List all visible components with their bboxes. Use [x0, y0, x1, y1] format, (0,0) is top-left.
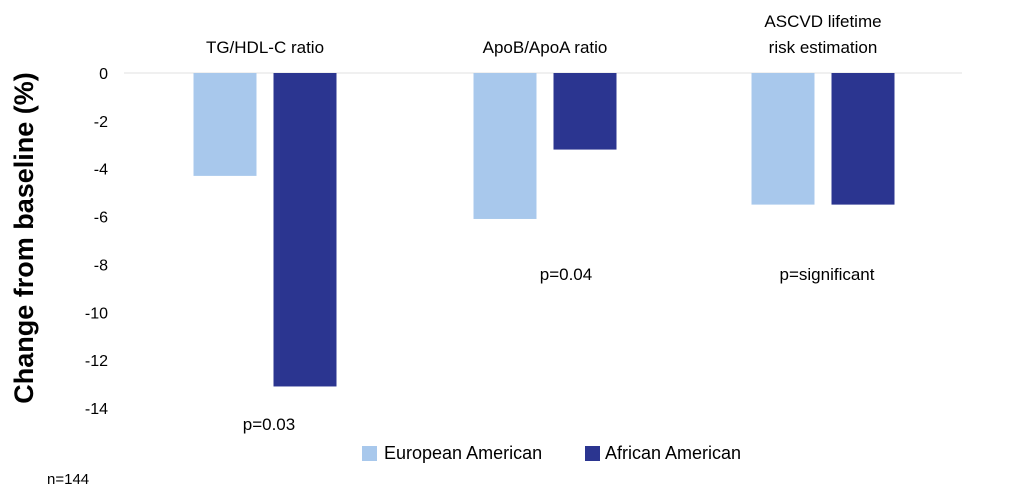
y-tick-label: 0 [99, 66, 108, 83]
y-axis-label: Change from baseline (%) [9, 72, 39, 404]
y-tick-label: -4 [94, 162, 108, 179]
category-label: TG/HDL-C ratio [206, 38, 324, 57]
bar [553, 73, 617, 150]
bar [273, 73, 337, 387]
annotations: p=0.03 p=0.04 p=significant [243, 265, 875, 434]
y-tick-label: -12 [85, 353, 108, 370]
bar [473, 73, 537, 219]
legend-label-african-american: African American [605, 443, 741, 463]
category-label: ASCVD lifetime [764, 12, 881, 31]
p-value-annotation: p=0.04 [540, 265, 592, 284]
legend-label-european-american: European American [384, 443, 542, 463]
p-value-annotation: p=significant [780, 265, 875, 284]
p-value-annotation: p=0.03 [243, 415, 295, 434]
category-label: ApoB/ApoA ratio [483, 38, 608, 57]
bar [751, 73, 815, 205]
bar [831, 73, 895, 205]
y-tick-label: -6 [94, 210, 108, 227]
bar [193, 73, 257, 176]
legend-swatch-african-american [585, 446, 600, 461]
bars [193, 73, 895, 387]
legend: European American African American [362, 443, 741, 463]
y-tick-label: -14 [85, 401, 108, 418]
category-labels: TG/HDL-C ratio ApoB/ApoA ratio ASCVD lifet… [206, 12, 882, 57]
legend-swatch-european-american [362, 446, 377, 461]
y-axis-ticks: 0 -2 -4 -6 -8 -10 -12 -14 [85, 66, 108, 418]
y-tick-label: -10 [85, 305, 108, 322]
y-tick-label: -8 [94, 257, 108, 274]
category-label: risk estimation [769, 38, 878, 57]
y-tick-label: -2 [94, 114, 108, 131]
sample-size-note: n=144 [47, 471, 89, 488]
